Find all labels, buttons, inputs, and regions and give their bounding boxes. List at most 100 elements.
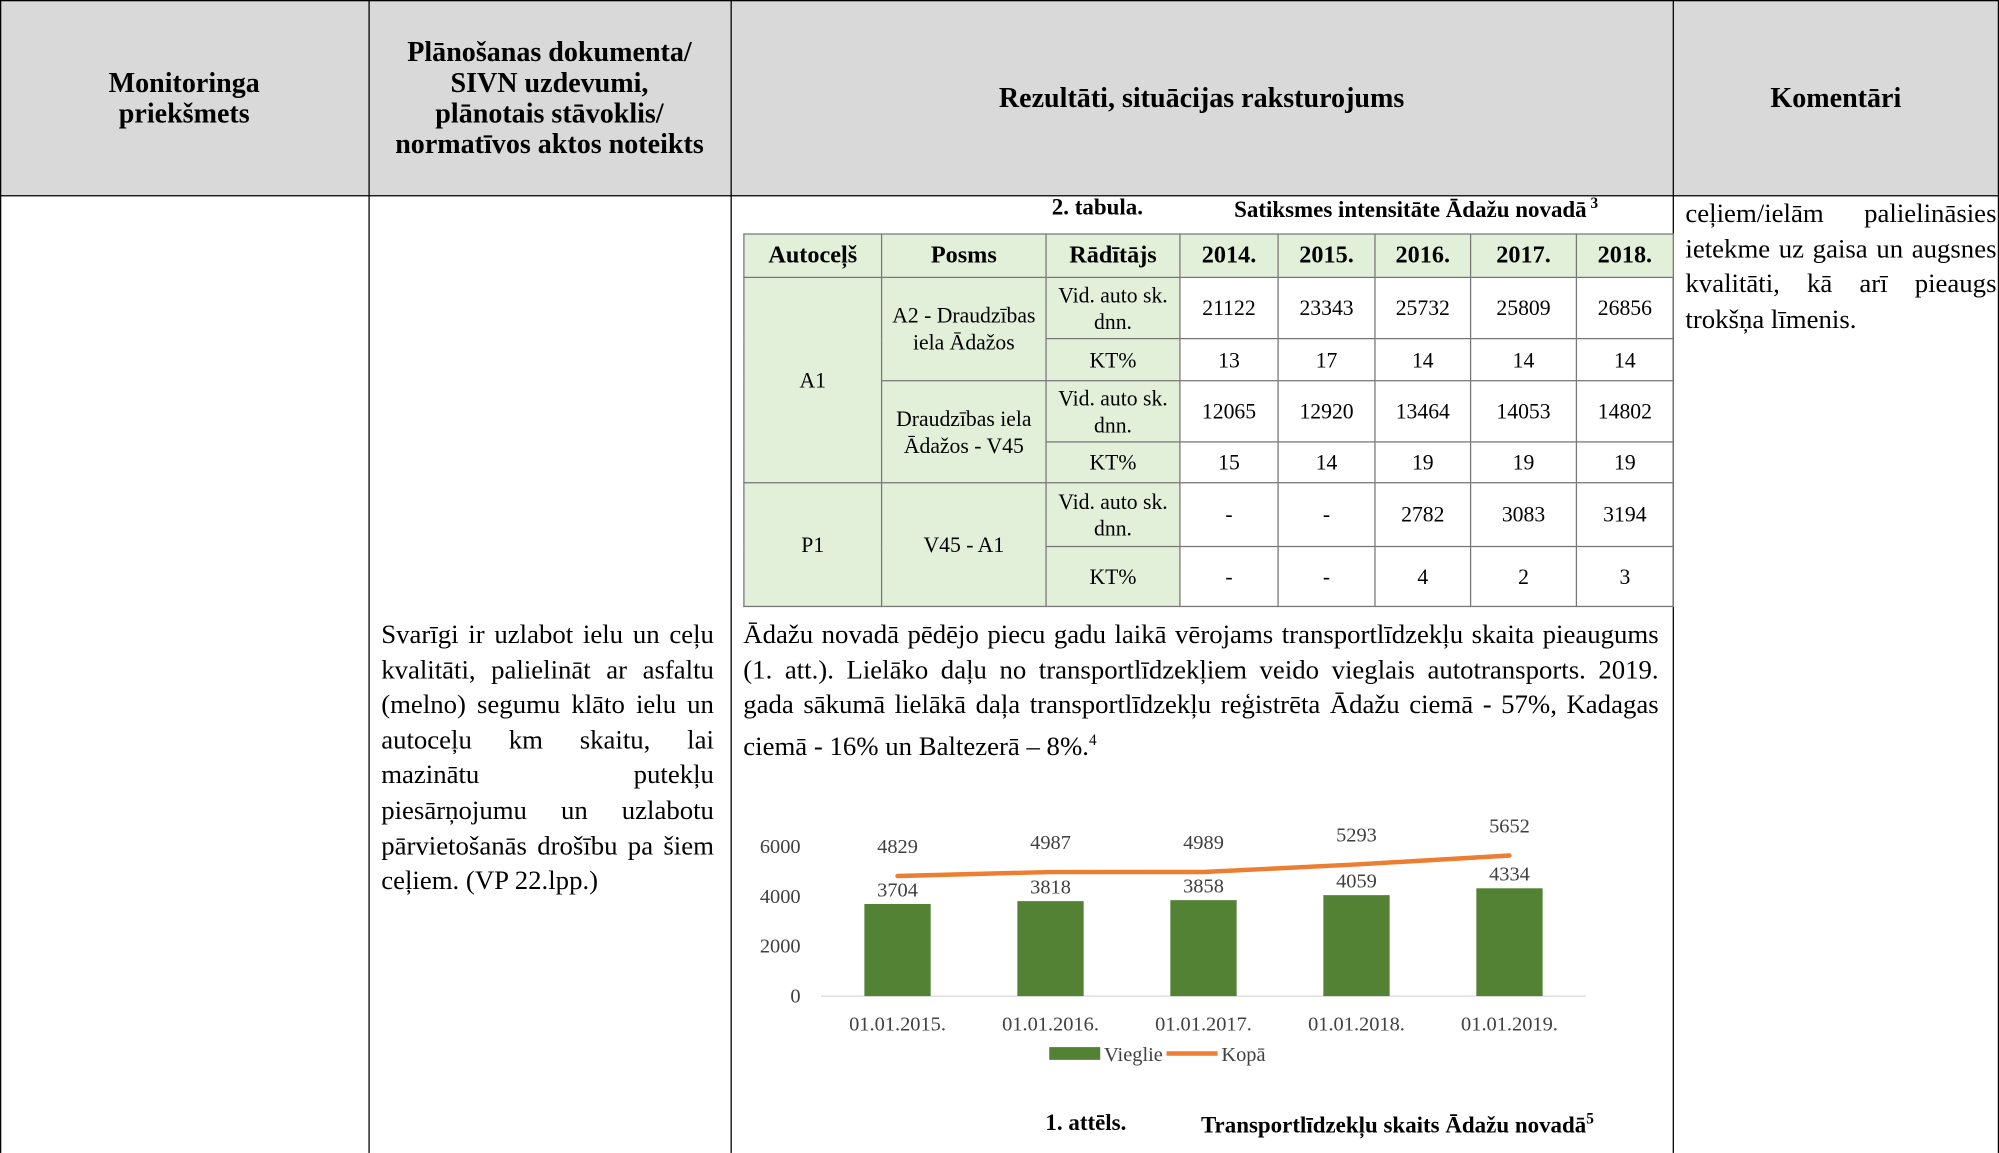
indicator-cell: KT% <box>1045 545 1181 608</box>
comment-text: ceļiem/ielām palielināsies ietekme uz ga… <box>1685 197 1997 334</box>
bar <box>1323 895 1390 997</box>
x-tick-label: 01.01.2019. <box>1461 1014 1558 1036</box>
column-header: 2015. <box>1277 233 1376 279</box>
value-cell: - <box>1277 482 1376 548</box>
value-cell: 12065 <box>1179 380 1279 443</box>
indicator-cell: Vid. auto sk. dnn. <box>1045 276 1181 340</box>
value-cell: 14053 <box>1469 380 1578 443</box>
x-tick-label: 01.01.2016. <box>1002 1014 1099 1036</box>
value-cell: 2 <box>1469 545 1578 608</box>
table-caption: Satiksmes intensitāte Ādažu novadā 3 <box>1234 194 1598 223</box>
column-header: Rādītājs <box>1045 233 1181 279</box>
paragraph-text: Ādažu novadā pēdējo piecu gadu laikā vēr… <box>743 618 1659 762</box>
legend-label: Kopā <box>1221 1044 1265 1066</box>
bar <box>1017 901 1084 997</box>
task-text: Svarīgi ir uzlabot ielu un ceļu kvalitāt… <box>381 618 714 896</box>
footnote: 5 <box>1586 1109 1594 1128</box>
table-row: KT% - -4 2 3 <box>744 545 1674 608</box>
value-cell: 25809 <box>1469 276 1578 340</box>
value-cell: 15 <box>1179 441 1279 484</box>
border <box>730 0 732 1153</box>
data-label: 4989 <box>1183 832 1224 854</box>
value-cell: 17 <box>1277 337 1376 382</box>
x-tick-label: 01.01.2017. <box>1155 1014 1252 1036</box>
indicator-cell: Vid. auto sk. dnn. <box>1045 482 1181 548</box>
table-header-row: Autoceļš Posms Rādītājs 2014. 2015. 2016. 2017… <box>743 233 1674 279</box>
data-label: 5652 <box>1489 816 1530 838</box>
value-cell: - <box>1179 545 1279 608</box>
header-cell: Plānošanas dokumenta/ SIVN uzdevumi, plā… <box>368 0 731 196</box>
data-label: 4059 <box>1336 870 1377 892</box>
table-caption-title: Satiksmes intensitāte Ādažu novadā <box>1234 196 1587 222</box>
value-cell: 19 <box>1575 441 1674 484</box>
table-row: P1 V45 - A1 Vid. auto sk. dnn. - -2782 3083 31… <box>743 482 1674 608</box>
figure-caption: Transportlīdzekļu skaits Ādažu novadā5 <box>1201 1110 1594 1139</box>
header-cell: Komentāri <box>1672 0 1999 196</box>
data-label: 3704 <box>877 879 918 901</box>
data-label: 3818 <box>1030 876 1071 898</box>
traffic-table: Autoceļš Posms Rādītājs 2014. 2015. 2016. 2017… <box>743 233 1674 608</box>
y-tick-label: 2000 <box>760 936 801 958</box>
border <box>0 0 1999 2</box>
value-cell: 3 <box>1575 545 1674 608</box>
section-cell: A2 - Draudzības iela Ādažos <box>880 276 1047 382</box>
figure-caption-label: 1. attēls. <box>1045 1109 1127 1136</box>
indicator-cell: KT% <box>1045 337 1181 382</box>
value-cell: 2782 <box>1374 482 1472 548</box>
footnote: 4 <box>1088 730 1097 749</box>
border <box>368 0 370 1153</box>
legend-label: Vieglie <box>1104 1044 1163 1066</box>
footnote: 3 <box>1590 193 1599 212</box>
data-label: 4829 <box>877 836 918 858</box>
table-row: KT% 13 17 14 14 14 <box>744 337 1674 382</box>
value-cell: 14 <box>1277 441 1376 484</box>
x-tick-label: 01.01.2015. <box>849 1014 946 1036</box>
table-row: A1 A2 - Draudzības iela Ādažos Vid. auto s… <box>743 276 1674 484</box>
value-cell: 14802 <box>1575 380 1674 443</box>
column-header: Posms <box>880 233 1047 279</box>
x-tick-label: 01.01.2018. <box>1308 1014 1405 1036</box>
column-header: Autoceļš <box>743 233 883 279</box>
table-row: KT% 15 14 19 19 19 <box>744 441 1674 484</box>
border <box>0 195 1999 197</box>
header-cell: Monitoringa priekšmets <box>0 0 369 196</box>
y-tick-label: 6000 <box>760 836 801 858</box>
value-cell: 26856 <box>1575 276 1674 340</box>
border <box>1997 0 1999 1153</box>
bar <box>1170 900 1237 997</box>
column-header: 2018. <box>1575 233 1674 279</box>
data-label: 3858 <box>1183 875 1224 897</box>
value-cell: - <box>1179 482 1279 548</box>
y-tick-label: 0 <box>790 985 800 1007</box>
value-cell: 3194 <box>1575 482 1674 548</box>
legend-swatch <box>1049 1047 1101 1060</box>
border <box>0 0 2 1153</box>
section-cell: V45 - A1 <box>880 482 1047 608</box>
road-cell: P1 <box>743 482 883 608</box>
table-row: Draudzības iela Ādažos - V45 Vid. auto sk… <box>744 380 1674 484</box>
value-cell: - <box>1277 545 1376 608</box>
indicator-cell: Vid. auto sk. dnn. <box>1045 380 1181 443</box>
value-cell: 23343 <box>1277 276 1376 340</box>
column-header: 2014. <box>1179 233 1279 279</box>
line <box>895 853 1512 879</box>
value-cell: 13464 <box>1374 380 1472 443</box>
paragraph: Ādažu novadā pēdējo piecu gadu laikā vēr… <box>743 617 1658 764</box>
figure-caption-title: Transportlīdzekļu skaits Ādažu novadā <box>1200 1112 1587 1138</box>
header-cell: Rezultāti, situācijas raksturojums <box>730 0 1673 196</box>
bar <box>864 903 931 997</box>
data-label: 4987 <box>1030 832 1071 854</box>
value-cell: 14 <box>1469 337 1578 382</box>
road-cell: A1 <box>743 276 883 484</box>
data-label: 5293 <box>1336 824 1377 846</box>
table-caption-label: 2. tabula. <box>1051 193 1143 220</box>
data-label: 4334 <box>1489 864 1530 886</box>
column-header: 2017. <box>1469 233 1578 279</box>
value-cell: 21122 <box>1179 276 1279 340</box>
y-tick-label: 4000 <box>760 886 801 908</box>
value-cell: 3083 <box>1469 482 1578 548</box>
value-cell: 12920 <box>1277 380 1376 443</box>
value-cell: 19 <box>1469 441 1578 484</box>
